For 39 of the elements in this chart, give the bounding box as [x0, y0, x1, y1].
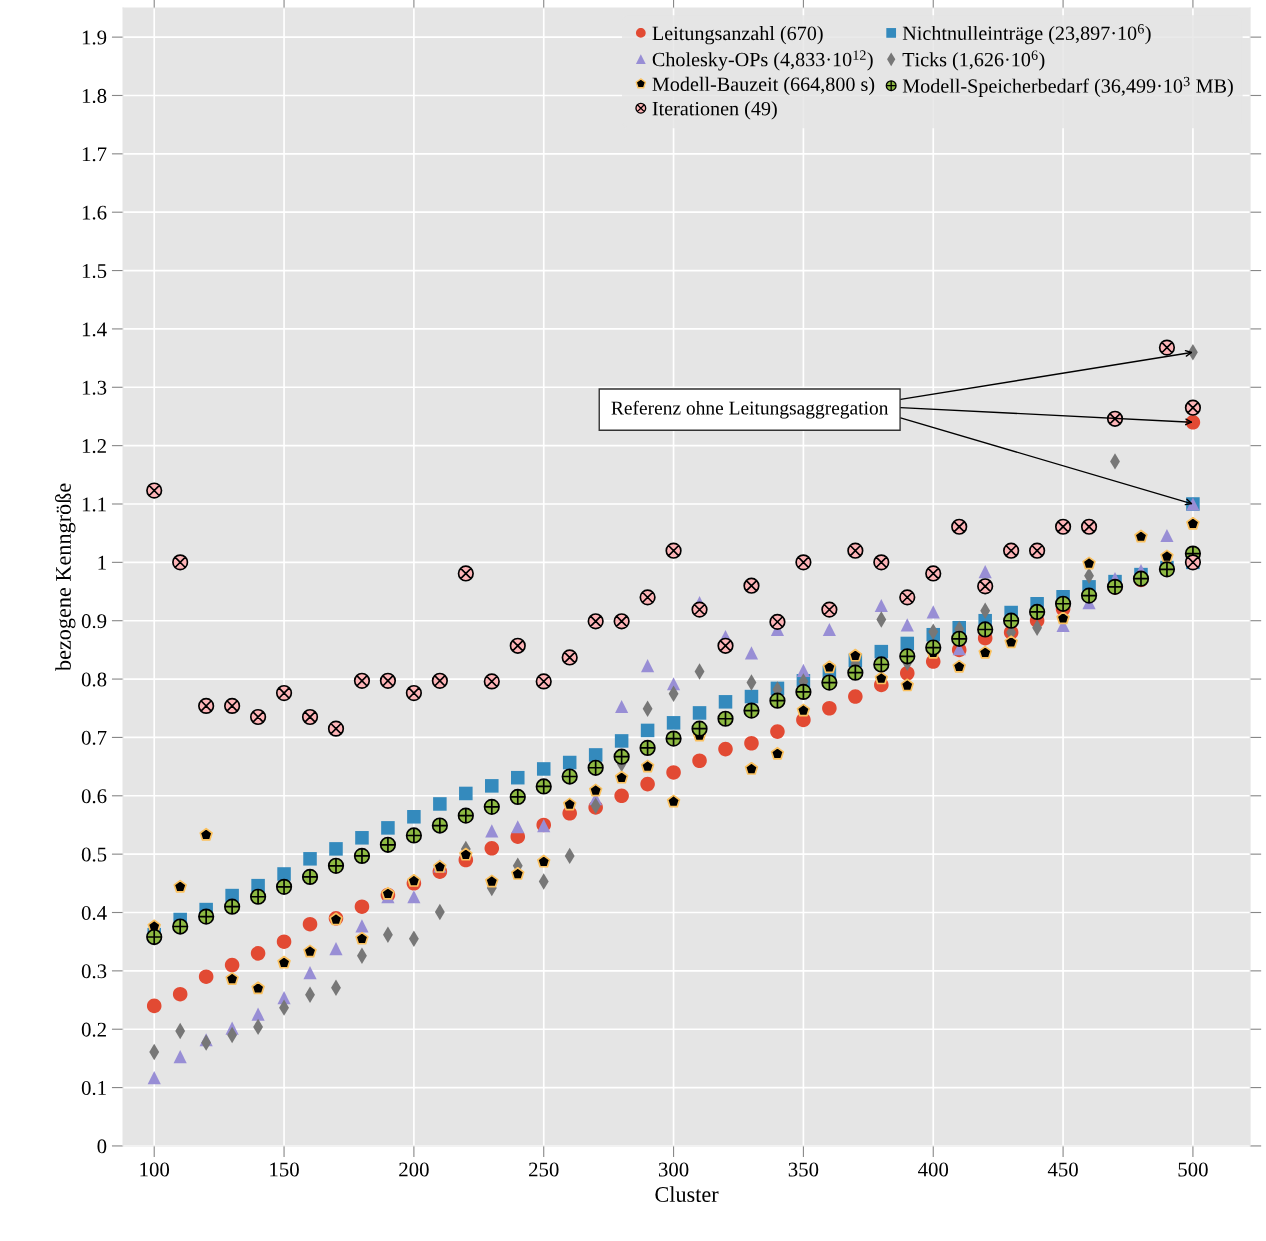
y-tick-label: 1.5: [82, 264, 107, 279]
y-tick-label: 0.2: [81, 1022, 106, 1037]
y-tick-label: 0.6: [81, 789, 107, 804]
y-tick-label: 1.7: [82, 147, 107, 162]
x-tick-label: 450: [1047, 1162, 1078, 1177]
legend-label: Cholesky-OPs (4,833·10$^{12}$): [652, 50, 873, 71]
x-tick-label: 350: [788, 1162, 819, 1177]
y-tick-label: 0.4: [81, 905, 107, 921]
y-tick-label: 1.3: [82, 380, 107, 395]
y-tick-label: 1.6: [82, 205, 107, 220]
x-tick-label: 300: [658, 1162, 689, 1177]
x-axis-title: Cluster: [655, 1186, 719, 1202]
x-tick-label: 100: [140, 1162, 170, 1177]
y-tick-label: 1.4: [82, 322, 107, 337]
y-tick-label: 1.9: [82, 30, 107, 45]
x-tick-label: 500: [1178, 1162, 1208, 1177]
x-tick-label: 150: [270, 1162, 299, 1177]
y-tick-label: 0.7: [81, 730, 107, 745]
y-tick-label: 1.8: [82, 88, 107, 104]
y-tick-label: 1: [98, 555, 106, 570]
y-tick-label: 0.1: [81, 1080, 106, 1096]
y-tick-label: 0.9: [81, 614, 107, 629]
legend-label: Modell-Speicherbedarf (36,499·10$^{3}$ MB): [902, 76, 1233, 97]
x-tick-label: 400: [918, 1162, 949, 1177]
legend-label: Modell-Bauzeit (664,800 s): [652, 76, 875, 96]
y-tick-label: 1.2: [82, 439, 106, 454]
legend-label: Leitungsanzahl (670): [652, 25, 823, 45]
annotation: Referenz ohne Leitungsaggregation: [611, 400, 889, 419]
x-tick-label: 200: [399, 1162, 429, 1177]
legend-label: Nichtnulleinträge (23,897·10$^{6}$): [902, 24, 1151, 45]
x-tick-label: 250: [529, 1162, 559, 1177]
y-tick-label: 0.5: [81, 847, 107, 862]
y-tick-label: 0: [97, 1139, 107, 1154]
y-axis-title: bezogene Kenngröße: [55, 483, 76, 672]
legend-label: Ticks (1,626·10$^{6}$): [902, 50, 1045, 71]
y-tick-label: 0.3: [81, 964, 107, 979]
y-tick-label: 1.1: [82, 497, 106, 512]
legend-label: Iterationen (49): [652, 101, 777, 120]
y-tick-label: 0.8: [81, 672, 107, 687]
